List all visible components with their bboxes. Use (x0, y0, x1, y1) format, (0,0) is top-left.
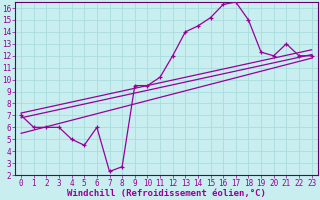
X-axis label: Windchill (Refroidissement éolien,°C): Windchill (Refroidissement éolien,°C) (67, 189, 266, 198)
